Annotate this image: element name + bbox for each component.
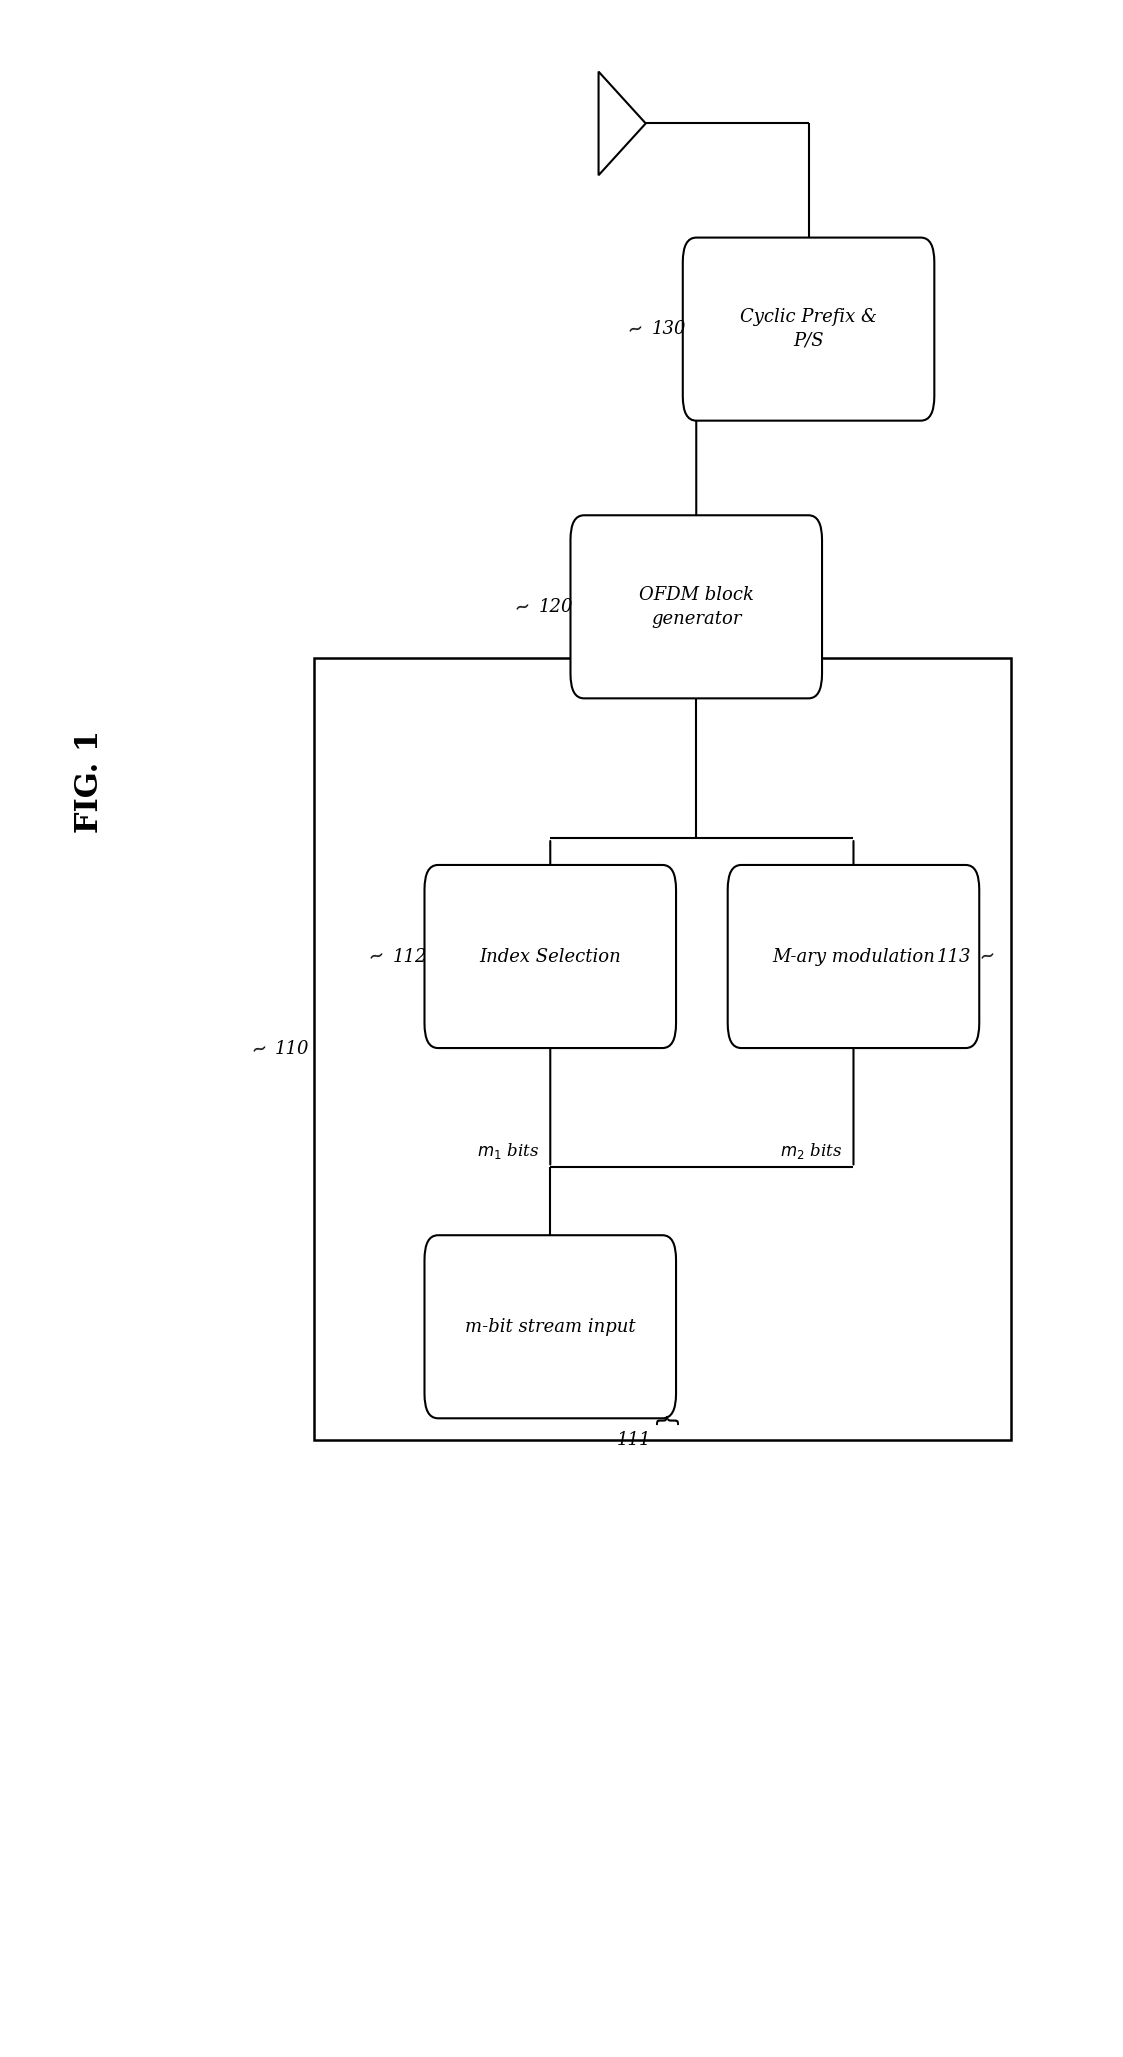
- FancyBboxPatch shape: [424, 864, 676, 1049]
- Text: 120: 120: [539, 599, 574, 615]
- Text: Index Selection: Index Selection: [480, 948, 621, 965]
- Text: ~: ~: [513, 597, 533, 617]
- Text: $m_1$ bits: $m_1$ bits: [477, 1142, 539, 1162]
- Text: 113: 113: [937, 948, 971, 965]
- Text: ~: ~: [249, 1039, 270, 1059]
- Text: 110: 110: [275, 1041, 310, 1057]
- FancyBboxPatch shape: [424, 1234, 676, 1419]
- Text: ~: ~: [626, 319, 646, 339]
- Text: M-ary modulation: M-ary modulation: [772, 948, 935, 965]
- Text: ~: ~: [367, 946, 387, 967]
- Text: 112: 112: [393, 948, 428, 965]
- Text: FIG. 1: FIG. 1: [74, 730, 106, 833]
- Text: Cyclic Prefix &
P/S: Cyclic Prefix & P/S: [740, 309, 877, 350]
- FancyBboxPatch shape: [728, 864, 979, 1049]
- FancyBboxPatch shape: [570, 516, 822, 699]
- Text: {: {: [651, 1415, 675, 1430]
- Text: m-bit stream input: m-bit stream input: [465, 1319, 636, 1335]
- Text: 130: 130: [651, 321, 686, 337]
- Bar: [314, 658, 1011, 1440]
- FancyBboxPatch shape: [683, 239, 934, 422]
- Text: OFDM block
generator: OFDM block generator: [639, 586, 754, 627]
- Text: $m_2$ bits: $m_2$ bits: [780, 1142, 842, 1162]
- Text: 111: 111: [617, 1432, 651, 1448]
- Text: ~: ~: [977, 946, 997, 967]
